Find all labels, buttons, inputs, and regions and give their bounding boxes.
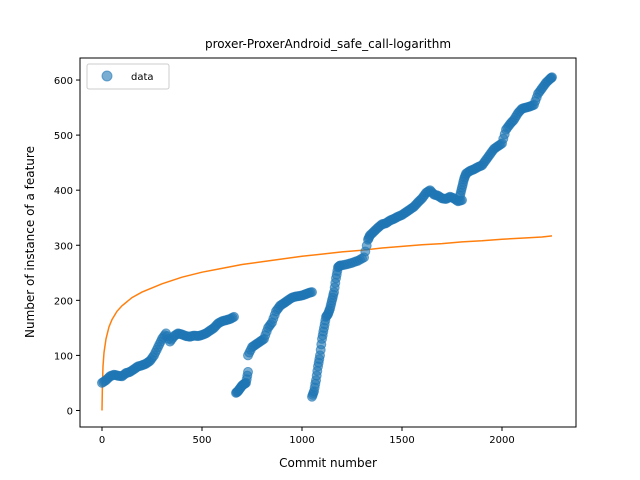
y-tick-label: 300: [54, 241, 73, 252]
data-point: [307, 287, 317, 298]
legend-marker: [101, 70, 113, 82]
x-tick-label: 0: [99, 435, 105, 446]
plot-area: [97, 72, 557, 411]
y-tick-label: 100: [54, 351, 73, 362]
data-point: [547, 72, 557, 83]
axes: 0 500 1000 1500 2000 0 100 200 300 400 500 600: [54, 76, 515, 446]
legend-entry-data: data: [131, 72, 154, 83]
x-tick-label: 1500: [389, 435, 414, 446]
x-tick-label: 2000: [489, 435, 514, 446]
fit-line-layer: [101, 235, 553, 411]
chart-title: proxer-ProxerAndroid_safe_call-logarithm: [205, 37, 451, 51]
y-tick-label: 0: [67, 406, 73, 417]
legend-box: [86, 63, 170, 90]
x-tick-label: 500: [192, 435, 211, 446]
data-point: [229, 311, 239, 322]
y-tick-label: 400: [54, 186, 73, 197]
data-point: [243, 366, 253, 377]
y-tick-label: 200: [54, 296, 73, 307]
x-axis-label: Commit number: [279, 456, 377, 470]
y-axis-label: Number of instance of a feature: [23, 146, 37, 338]
marker-layer: [97, 72, 557, 402]
fit-line: [101, 235, 553, 411]
y-tick-label: 500: [54, 131, 73, 142]
y-tick-label: 600: [54, 76, 73, 87]
x-tick-label: 1000: [289, 435, 314, 446]
axes-frame: [79, 57, 577, 428]
legend: data: [86, 63, 170, 90]
